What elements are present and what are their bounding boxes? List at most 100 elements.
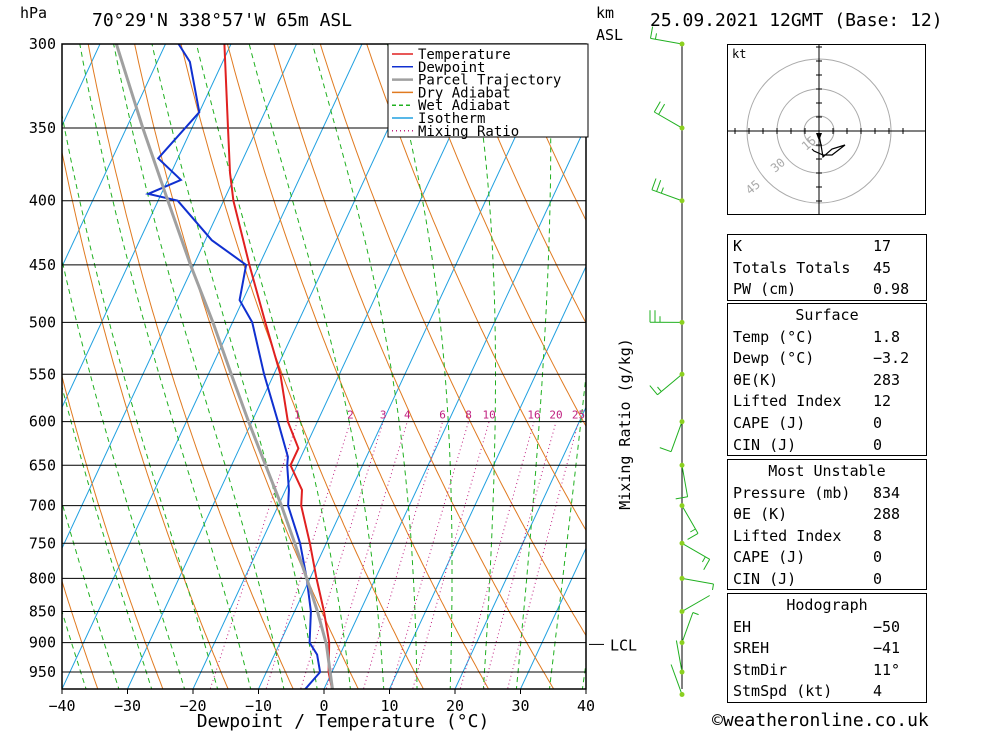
x-tick-label: 40: [577, 697, 595, 715]
dry-adiabat-line: [226, 44, 490, 689]
x-tick-label: 0: [319, 697, 328, 715]
wind-barb: [681, 465, 689, 497]
pressure-tick-label: 800: [29, 569, 56, 587]
index-value: 17: [873, 237, 892, 255]
dry-adiabat-line: [319, 44, 586, 637]
pressure-tick-label: 550: [29, 365, 56, 383]
pressure-tick-label: 600: [29, 413, 56, 431]
pressure-tick-label: 950: [29, 663, 56, 681]
hodograph-svg: kt 15 30 45: [728, 45, 925, 216]
wind-level-dot: [679, 575, 685, 581]
pressure-tick-label: 450: [29, 256, 56, 274]
hodograph-stat-value: −50: [873, 617, 901, 636]
surface-title: Surface: [795, 306, 859, 324]
legend-box: [387, 43, 589, 138]
wind-barb-feather: [712, 583, 714, 590]
pressure-tick-label: 700: [29, 497, 56, 515]
pressure-tick-label: 850: [29, 602, 56, 620]
hodograph-storm-marker: [816, 133, 822, 141]
surface-label: CAPE (J): [733, 413, 806, 432]
index-row: Totals Totals 45: [728, 257, 926, 279]
wind-level-dot: [679, 198, 685, 204]
wind-level-dot: [679, 419, 685, 425]
most-unstable-label: Pressure (mb): [733, 483, 851, 502]
x-tick-label: −10: [245, 697, 272, 715]
wind-barb-feather: [654, 33, 657, 40]
dry-adiabat-line: [958, 26, 1000, 701]
dewpoint-line: [144, 44, 322, 689]
wind-barb: [681, 577, 714, 585]
most-unstable-row: CIN (J) 0: [728, 568, 926, 590]
hodograph-ticks: [734, 46, 904, 216]
surface-value: 12: [873, 392, 892, 411]
isotherm-line: [257, 44, 560, 689]
dry-adiabat-line: [458, 44, 586, 324]
x-tick-label: 20: [446, 697, 464, 715]
mixing-ratio-value-label: 20: [549, 409, 562, 422]
most-unstable-label: Lifted Index: [733, 526, 842, 545]
hodograph-stat-label: EH: [733, 617, 752, 636]
x-tick-label: 10: [380, 697, 398, 715]
dry-adiabat-line: [412, 44, 586, 428]
dry-adiabat-line: [87, 44, 294, 689]
wet-adiabat-line: [469, 44, 496, 689]
legend-entry-label: Isotherm: [418, 111, 485, 127]
height-unit-km: km: [596, 4, 615, 22]
mixing-ratio-line: [209, 421, 298, 689]
hodograph-trace: [811, 134, 846, 159]
isotherm-line: [62, 44, 232, 409]
wet-adiabat-line: [62, 501, 120, 689]
mixing-ratio-line: [300, 421, 384, 689]
hodograph-stat-row: StmDir 11°: [728, 659, 926, 681]
dry-adiabat-line: [62, 579, 99, 689]
hodograph-ring-label-45: 45: [743, 177, 763, 197]
wind-level-dot: [679, 41, 685, 47]
wind-barb: [681, 612, 694, 643]
wind-barb: [675, 640, 683, 673]
surface-row: Lifted Index 12: [728, 390, 926, 412]
surface-row: CAPE (J) 0: [728, 412, 926, 434]
mixing-ratio-value-label: 6: [439, 409, 446, 422]
wind-barb-feather: [690, 528, 696, 533]
wet-adiabat-line: [113, 44, 285, 689]
hodograph-stat-row: StmSpd (kt) 4: [728, 680, 926, 702]
plot-frame: [61, 43, 587, 690]
wind-level-dot: [679, 692, 685, 698]
mixing-ratio-value-label: 8: [465, 409, 472, 422]
mixing-ratio-axis-label: Mixing Ratio (g/kg): [616, 338, 634, 510]
hodograph-ring-label-15: 15: [799, 133, 819, 153]
dry-adiabat-line: [62, 374, 164, 689]
hodograph-stat-row: EH −50: [728, 616, 926, 638]
surface-row: θE(K) 283: [728, 369, 926, 391]
mixing-ratio-line: [507, 421, 579, 689]
wind-barb-feather: [658, 103, 666, 115]
wet-adiabat-line: [386, 44, 453, 689]
pressure-tick-label: 500: [29, 313, 56, 331]
wind-level-dot: [679, 125, 685, 131]
site-credit[interactable]: ©weatheronline.co.uk: [712, 710, 929, 731]
index-label: PW (cm): [733, 280, 797, 299]
hodograph-unit: kt: [732, 47, 746, 61]
pressure-tick-label: 750: [29, 534, 56, 552]
wind-barb: [681, 595, 710, 612]
index-label: K: [733, 237, 743, 255]
legend-entry-label: Mixing Ratio: [418, 124, 519, 140]
mixing-ratio-line: [265, 421, 351, 689]
height-unit-asl: ASL: [596, 26, 624, 44]
wind-barb-feather: [687, 532, 699, 540]
wind-barb-feather: [657, 386, 662, 392]
hodograph-stat-label: SREH: [733, 639, 770, 658]
surface-value: −3.2: [873, 349, 910, 368]
pressure-tick-label: 300: [29, 35, 56, 53]
hodograph-stat-value: 4: [873, 682, 883, 701]
hodograph-ring-label-30: 30: [768, 155, 788, 175]
index-row: K 17: [728, 235, 926, 257]
mixing-ratio-value-label: 16: [527, 409, 540, 422]
wind-barb: [670, 664, 683, 695]
hodograph-stats-panel: Hodograph EH −50 SREH −41 StmDir 11° StmSpd (k…: [727, 593, 927, 703]
hodograph: kt 15 30 45: [727, 44, 926, 216]
mixing-ratio-line: [390, 421, 469, 689]
surface-row: Dewp (°C) −3.2: [728, 347, 926, 369]
pressure-unit-label: hPa: [20, 4, 48, 22]
wind-barb-feather: [651, 178, 657, 190]
